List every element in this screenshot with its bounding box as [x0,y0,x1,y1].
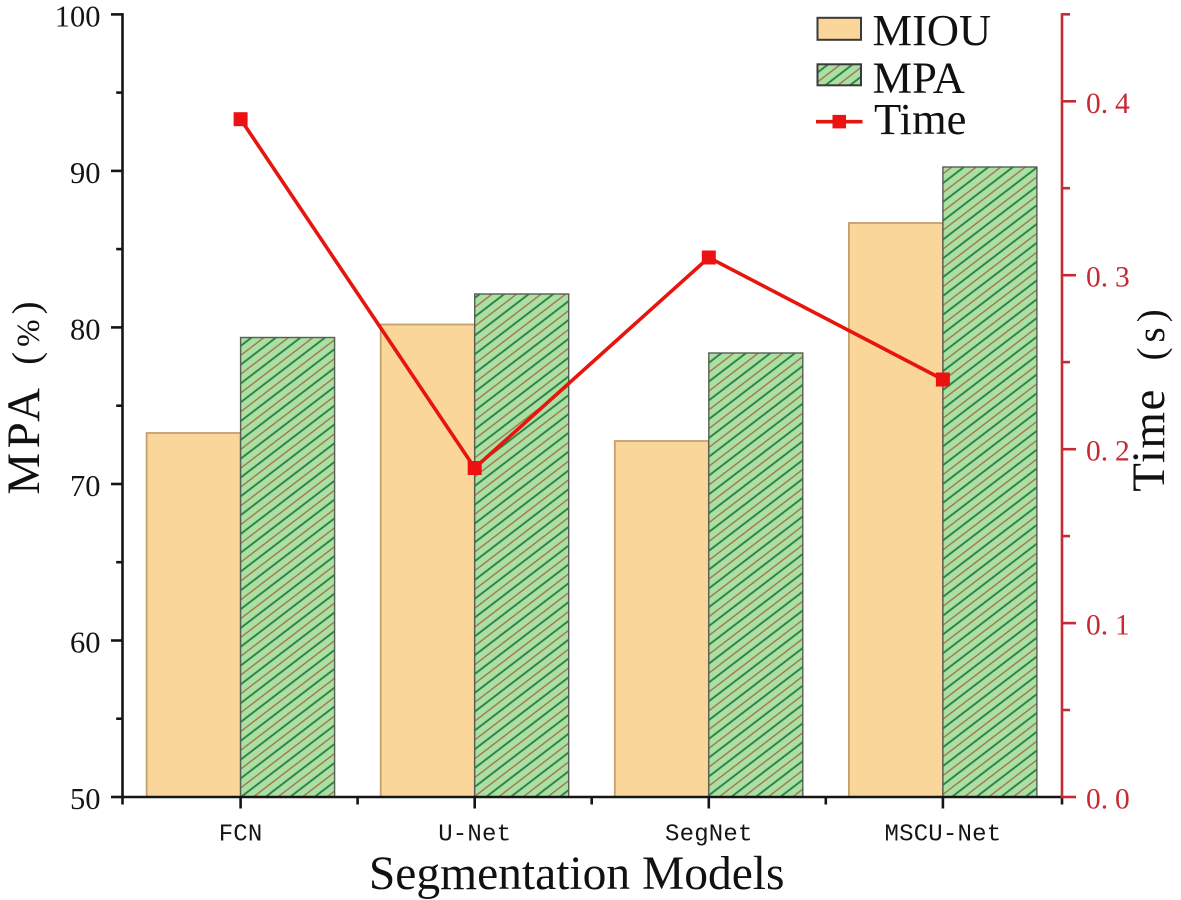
svg-text:Time: Time [874,94,966,144]
svg-text:MSCU-Net: MSCU-Net [884,822,1001,849]
svg-text:Time (s): Time (s) [1123,304,1175,491]
svg-text:SegNet: SegNet [665,822,753,849]
svg-text:0.: 0. [1086,784,1108,816]
svg-text:70: 70 [70,469,101,503]
svg-text:80: 80 [70,312,101,346]
svg-text:0: 0 [1115,784,1130,816]
svg-text:60: 60 [70,626,101,660]
svg-text:U-Net: U-Net [438,822,511,849]
svg-text:90: 90 [70,156,101,190]
svg-text:MIOU: MIOU [873,5,992,55]
svg-text:FCN: FCN [219,822,263,849]
svg-text:Segmentation Models: Segmentation Models [369,848,785,900]
svg-text:0.: 0. [1086,436,1108,468]
svg-text:1: 1 [1115,610,1130,642]
svg-text:MPA (%): MPA (%) [0,301,50,494]
svg-text:3: 3 [1115,262,1130,294]
svg-text:0.: 0. [1086,262,1108,294]
svg-text:0.: 0. [1086,610,1108,642]
svg-text:2: 2 [1115,436,1130,468]
svg-text:100: 100 [55,0,101,33]
svg-text:0.: 0. [1086,88,1108,120]
svg-text:50: 50 [70,782,101,816]
svg-text:MPA: MPA [873,52,965,102]
svg-text:4: 4 [1115,88,1130,120]
